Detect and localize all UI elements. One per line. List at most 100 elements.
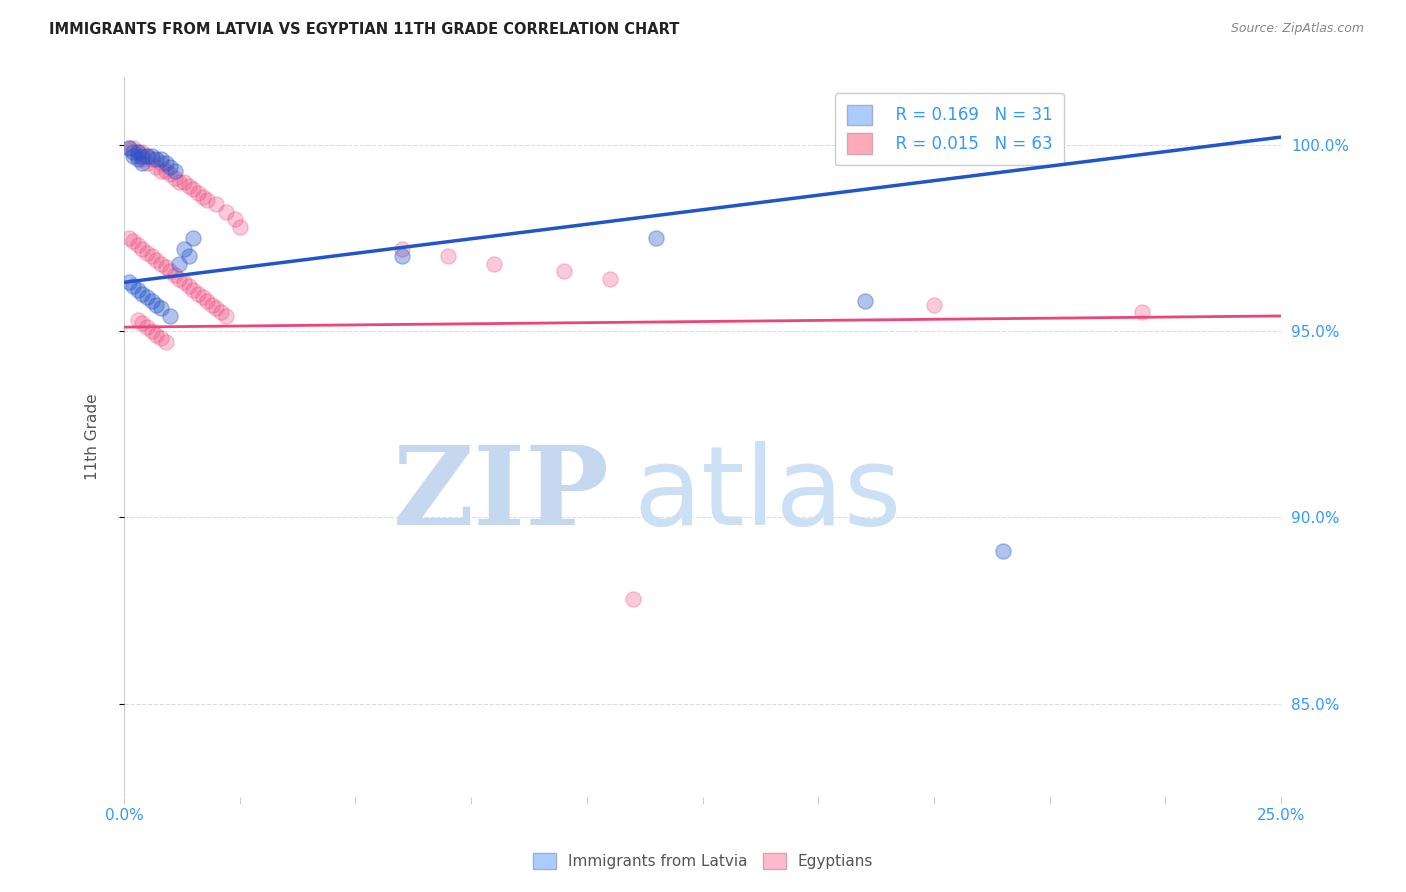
Point [159, 309, 181, 323]
Point [645, 230, 668, 244]
Text: atlas: atlas [633, 442, 901, 548]
Point [131, 317, 153, 331]
Point [437, 249, 460, 263]
Point [149, 163, 172, 178]
Point [141, 153, 163, 167]
Point [553, 264, 575, 278]
Point [205, 301, 228, 316]
Point [131, 156, 153, 170]
Point [149, 301, 172, 316]
Point [141, 293, 163, 308]
Point [145, 160, 167, 174]
Point [177, 249, 200, 263]
Point [195, 194, 218, 208]
Point [122, 235, 145, 249]
Point [163, 163, 186, 178]
Point [191, 290, 214, 304]
Text: Source: ZipAtlas.com: Source: ZipAtlas.com [1230, 22, 1364, 36]
Point [209, 305, 232, 319]
Point [183, 230, 205, 244]
Point [149, 257, 172, 271]
Point [149, 153, 172, 167]
Point [127, 153, 149, 167]
Point [201, 298, 224, 312]
Point [141, 324, 163, 338]
Point [136, 149, 159, 163]
Point [391, 242, 413, 256]
Point [127, 145, 149, 159]
Point [145, 298, 167, 312]
Point [922, 298, 945, 312]
Point [127, 238, 149, 252]
Point [127, 149, 149, 163]
Point [187, 286, 209, 301]
Point [145, 327, 167, 342]
Point [155, 156, 177, 170]
Point [159, 160, 181, 174]
Point [131, 145, 153, 159]
Point [853, 293, 876, 308]
Point [484, 257, 506, 271]
Point [141, 249, 163, 263]
Point [1130, 305, 1153, 319]
Point [205, 197, 228, 211]
Point [173, 242, 195, 256]
Point [122, 149, 145, 163]
Point [183, 182, 205, 196]
Point [224, 212, 246, 227]
Point [136, 320, 159, 334]
Point [155, 260, 177, 275]
Point [131, 286, 153, 301]
Point [191, 190, 214, 204]
Point [131, 149, 153, 163]
Text: IMMIGRANTS FROM LATVIA VS EGYPTIAN 11TH GRADE CORRELATION CHART: IMMIGRANTS FROM LATVIA VS EGYPTIAN 11TH … [49, 22, 679, 37]
Point [177, 178, 200, 193]
Point [136, 290, 159, 304]
Point [169, 271, 191, 285]
Point [122, 141, 145, 155]
Point [187, 186, 209, 200]
Point [228, 219, 250, 234]
Y-axis label: 11th Grade: 11th Grade [86, 393, 100, 481]
Point [159, 167, 181, 181]
Point [163, 171, 186, 186]
Point [136, 149, 159, 163]
Point [621, 592, 644, 607]
Text: ZIP: ZIP [394, 442, 610, 548]
Point [122, 145, 145, 159]
Point [215, 204, 238, 219]
Point [195, 293, 218, 308]
Point [149, 156, 172, 170]
Point [145, 253, 167, 268]
Point [183, 283, 205, 297]
Point [173, 175, 195, 189]
Point [127, 145, 149, 159]
Point [117, 141, 139, 155]
Point [173, 276, 195, 290]
Point [149, 331, 172, 345]
Point [169, 175, 191, 189]
Point [163, 268, 186, 282]
Point [136, 156, 159, 170]
Point [391, 249, 413, 263]
Point [136, 245, 159, 260]
Point [145, 153, 167, 167]
Point [117, 276, 139, 290]
Point [117, 230, 139, 244]
Point [131, 242, 153, 256]
Legend: Immigrants from Latvia, Egyptians: Immigrants from Latvia, Egyptians [527, 847, 879, 875]
Point [122, 279, 145, 293]
Point [131, 153, 153, 167]
Point [169, 257, 191, 271]
Point [177, 279, 200, 293]
Point [155, 334, 177, 349]
Point [155, 163, 177, 178]
Point [215, 309, 238, 323]
Point [141, 149, 163, 163]
Point [599, 271, 621, 285]
Point [127, 312, 149, 326]
Point [159, 264, 181, 278]
Point [993, 543, 1015, 558]
Point [127, 283, 149, 297]
Point [117, 141, 139, 155]
